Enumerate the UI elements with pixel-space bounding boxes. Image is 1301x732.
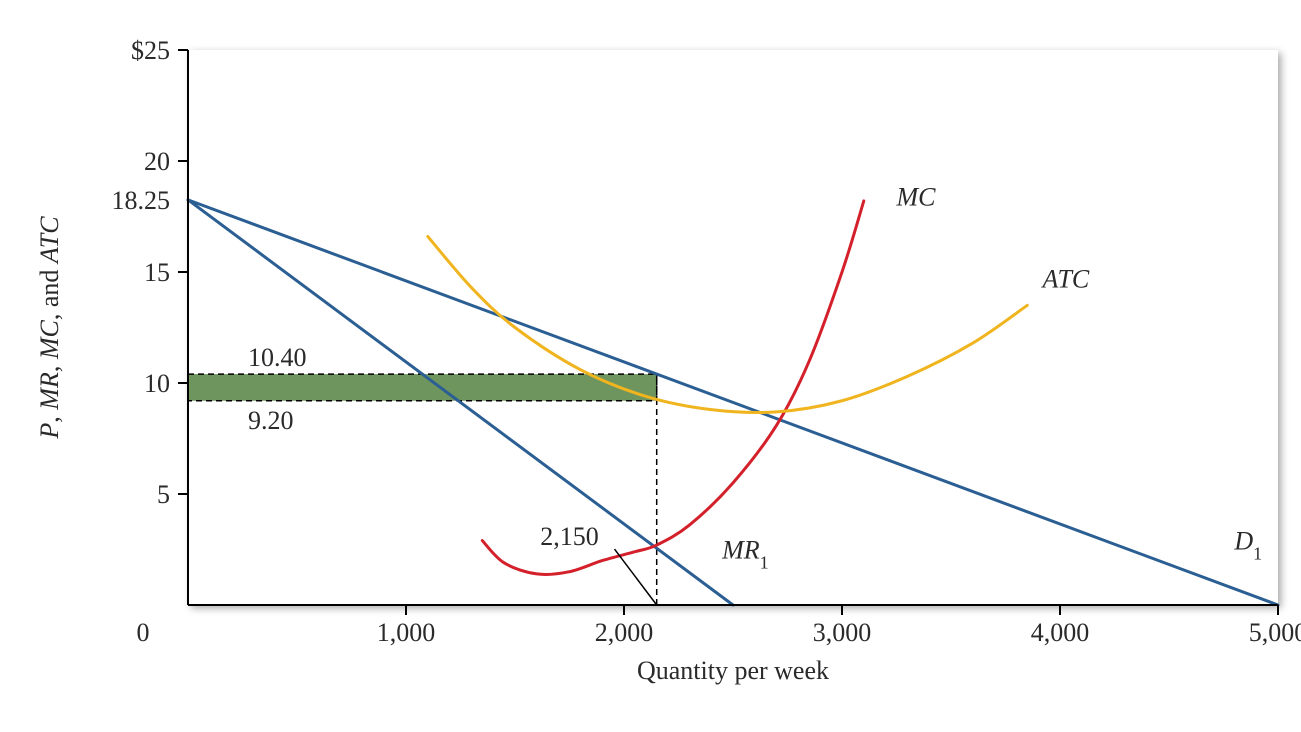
annotation-label: 2,150 [540,522,599,551]
y-tick-label: 5 [157,480,170,509]
x-tick-label: 1,000 [377,618,436,647]
x-tick-label: 3,000 [813,618,872,647]
x-tick-label: 0 [137,618,150,647]
profit-rect [188,374,657,401]
y-tick-label-extra: 18.25 [112,186,171,215]
y-tick-label: 15 [144,258,170,287]
y-tick-label: 10 [144,369,170,398]
x-tick-label: 4,000 [1031,618,1090,647]
y-axis-title: P, MR, MC, and ATC [35,216,64,440]
profit-top-label: 10.40 [248,343,307,372]
curve-label-ATC: ATC [1041,265,1090,294]
profit-bottom-label: 9.20 [248,406,294,435]
cost-curves-chart: D1MR1MCATC01,0002,0003,0004,0005,0005101… [20,20,1301,712]
x-axis-title: Quantity per week [637,656,829,685]
chart-svg: D1MR1MCATC01,0002,0003,0004,0005,0005101… [20,20,1301,712]
y-tick-label: $25 [131,36,170,65]
x-tick-label: 5,000 [1249,618,1301,647]
x-tick-label: 2,000 [595,618,654,647]
y-tick-label: 20 [144,147,170,176]
curve-label-MC: MC [896,182,937,211]
